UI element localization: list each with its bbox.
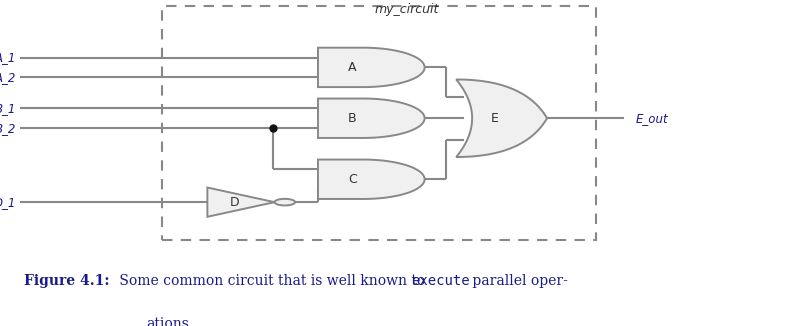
Text: A: A [348,61,357,74]
Text: ations.: ations. [146,318,194,326]
Text: execute: execute [411,274,469,289]
Text: A_2: A_2 [0,71,16,84]
Text: B_1: B_1 [0,102,16,115]
Polygon shape [207,187,275,217]
Text: B_2: B_2 [0,122,16,135]
Polygon shape [457,80,547,157]
Text: D: D [229,196,239,209]
Text: E: E [491,112,498,125]
Polygon shape [318,48,424,87]
Text: Some common circuit that is well known to: Some common circuit that is well known t… [115,274,429,289]
Text: B: B [348,112,357,125]
Text: C: C [348,173,357,186]
Polygon shape [318,159,424,199]
Text: A_1: A_1 [0,51,16,64]
Text: E_out: E_out [636,112,668,125]
Polygon shape [318,98,424,138]
Circle shape [275,199,295,205]
Text: D_1: D_1 [0,196,16,209]
Bar [162,7,596,240]
Text: parallel oper-: parallel oper- [468,274,567,289]
Text: my_circuit: my_circuit [374,3,439,16]
Text: Figure 4.1:: Figure 4.1: [24,274,109,289]
